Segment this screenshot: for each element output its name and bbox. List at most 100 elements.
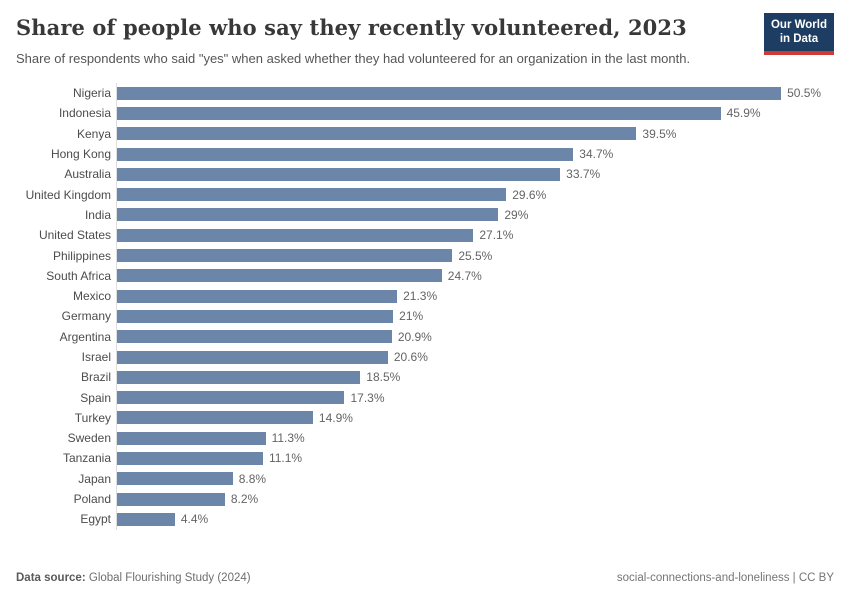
bar-row: Nigeria 50.5% <box>16 83 834 104</box>
bar-row: Poland 8.2% <box>16 488 834 510</box>
country-label: South Africa <box>46 268 111 283</box>
country-label: Hong Kong <box>50 147 111 162</box>
license-note: social-connections-and-loneliness | CC B… <box>616 572 834 584</box>
country-label: Germany <box>61 309 111 324</box>
country-label: Tanzania <box>62 451 111 466</box>
country-label: Turkey <box>74 410 111 425</box>
owid-logo-line2: in Data <box>779 33 819 45</box>
bar[interactable] <box>117 127 637 141</box>
country-label: Argentina <box>59 329 111 344</box>
value-label: 17.3% <box>350 390 385 405</box>
bar[interactable] <box>117 431 266 445</box>
page-title: Share of people who say they recently vo… <box>16 15 687 40</box>
bar-track: 21% <box>116 306 834 327</box>
owid-logo[interactable]: Our World in Data <box>763 13 834 55</box>
bar[interactable] <box>117 512 175 526</box>
bar-row: India 29% <box>16 204 834 226</box>
chart-footer: Data source: Global Flourishing Study (2… <box>16 572 834 584</box>
bar[interactable] <box>117 492 225 506</box>
bar-track: 20.9% <box>116 326 834 347</box>
country-label: Spain <box>80 390 111 405</box>
bar-track: 45.9% <box>116 103 834 124</box>
bar[interactable] <box>117 330 392 344</box>
bar-track: 4.4% <box>116 509 834 530</box>
value-label: 45.9% <box>726 106 761 121</box>
page-subtitle: Share of respondents who said "yes" when… <box>16 51 691 66</box>
bar-track: 39.5% <box>116 123 834 144</box>
bar[interactable] <box>117 167 561 181</box>
country-label: Brazil <box>80 370 111 385</box>
country-label: United States <box>38 228 111 243</box>
bar-track: 18.5% <box>116 367 834 388</box>
bar-row: Philippines 25.5% <box>16 245 834 266</box>
bar[interactable] <box>117 147 574 161</box>
value-label: 20.6% <box>393 350 428 364</box>
value-label: 11.1% <box>268 451 303 466</box>
bar[interactable] <box>117 370 361 384</box>
value-label: 21% <box>399 309 424 324</box>
bar-track: 20.6% <box>116 346 834 368</box>
bar[interactable] <box>117 208 499 222</box>
bar[interactable] <box>117 451 263 465</box>
bar[interactable] <box>117 188 507 202</box>
value-label: 27.1% <box>479 228 514 243</box>
bar-track: 8.2% <box>116 488 834 510</box>
value-label: 50.5% <box>787 86 822 101</box>
bar[interactable] <box>117 350 388 364</box>
country-label: Israel <box>81 350 111 364</box>
bar-row: South Africa 24.7% <box>16 265 834 286</box>
bar[interactable] <box>117 249 453 263</box>
bar[interactable] <box>117 86 782 100</box>
data-source-value: Global Flourishing Study (2024) <box>88 572 251 584</box>
value-label: 20.9% <box>397 329 432 344</box>
bar-track: 14.9% <box>116 407 834 429</box>
bar-track: 11.3% <box>116 428 834 449</box>
value-label: 8.8% <box>238 471 267 486</box>
bar-row: Turkey 14.9% <box>16 407 834 429</box>
country-label: India <box>84 207 111 222</box>
value-label: 24.7% <box>447 268 482 283</box>
data-source-label: Data source: <box>16 572 86 584</box>
bar[interactable] <box>117 309 394 323</box>
bar-track: 25.5% <box>116 245 834 266</box>
bar-row: Kenya 39.5% <box>16 123 834 144</box>
bar-row: Mexico 21.3% <box>16 285 834 307</box>
bar-row: Israel 20.6% <box>16 346 834 368</box>
bar[interactable] <box>117 289 398 303</box>
bar-row: Hong Kong 34.7% <box>16 143 834 165</box>
country-label: Poland <box>73 492 111 507</box>
bar-row: Spain 17.3% <box>16 387 834 408</box>
country-label: Egypt <box>80 512 111 527</box>
bar-row: Tanzania 11.1% <box>16 448 834 469</box>
value-label: 33.7% <box>566 167 601 182</box>
bar-track: 29% <box>116 204 834 226</box>
bar-track: 11.1% <box>116 448 834 469</box>
value-label: 14.9% <box>318 410 353 425</box>
bar[interactable] <box>117 228 474 242</box>
bar-track: 8.8% <box>116 468 834 489</box>
bar-track: 17.3% <box>116 387 834 408</box>
bar-row: United Kingdom 29.6% <box>16 184 834 205</box>
value-label: 18.5% <box>366 370 401 385</box>
bar[interactable] <box>117 472 233 486</box>
value-label: 25.5% <box>458 248 493 263</box>
bar-row: Australia 33.7% <box>16 164 834 185</box>
bar-row: Brazil 18.5% <box>16 367 834 388</box>
bar[interactable] <box>117 411 313 425</box>
bar-track: 27.1% <box>116 225 834 246</box>
bar-rows: Nigeria 50.5% Indonesia 45.9% Kenya 39.5% Hong… <box>16 83 834 530</box>
bar[interactable] <box>117 391 345 405</box>
bar-track: 33.7% <box>116 164 834 185</box>
country-label: Kenya <box>76 126 111 141</box>
country-label: Australia <box>64 167 111 182</box>
bar-row: Argentina 20.9% <box>16 326 834 347</box>
country-label: Sweden <box>67 431 111 446</box>
bar[interactable] <box>117 106 721 120</box>
country-label: Indonesia <box>58 106 111 121</box>
bar-chart: Nigeria 50.5% Indonesia 45.9% Kenya 39.5% Hong… <box>16 83 834 530</box>
owid-logo-line1: Our World <box>770 19 827 31</box>
country-label: Mexico <box>72 289 111 304</box>
bar[interactable] <box>117 269 442 283</box>
value-label: 4.4% <box>180 512 209 527</box>
